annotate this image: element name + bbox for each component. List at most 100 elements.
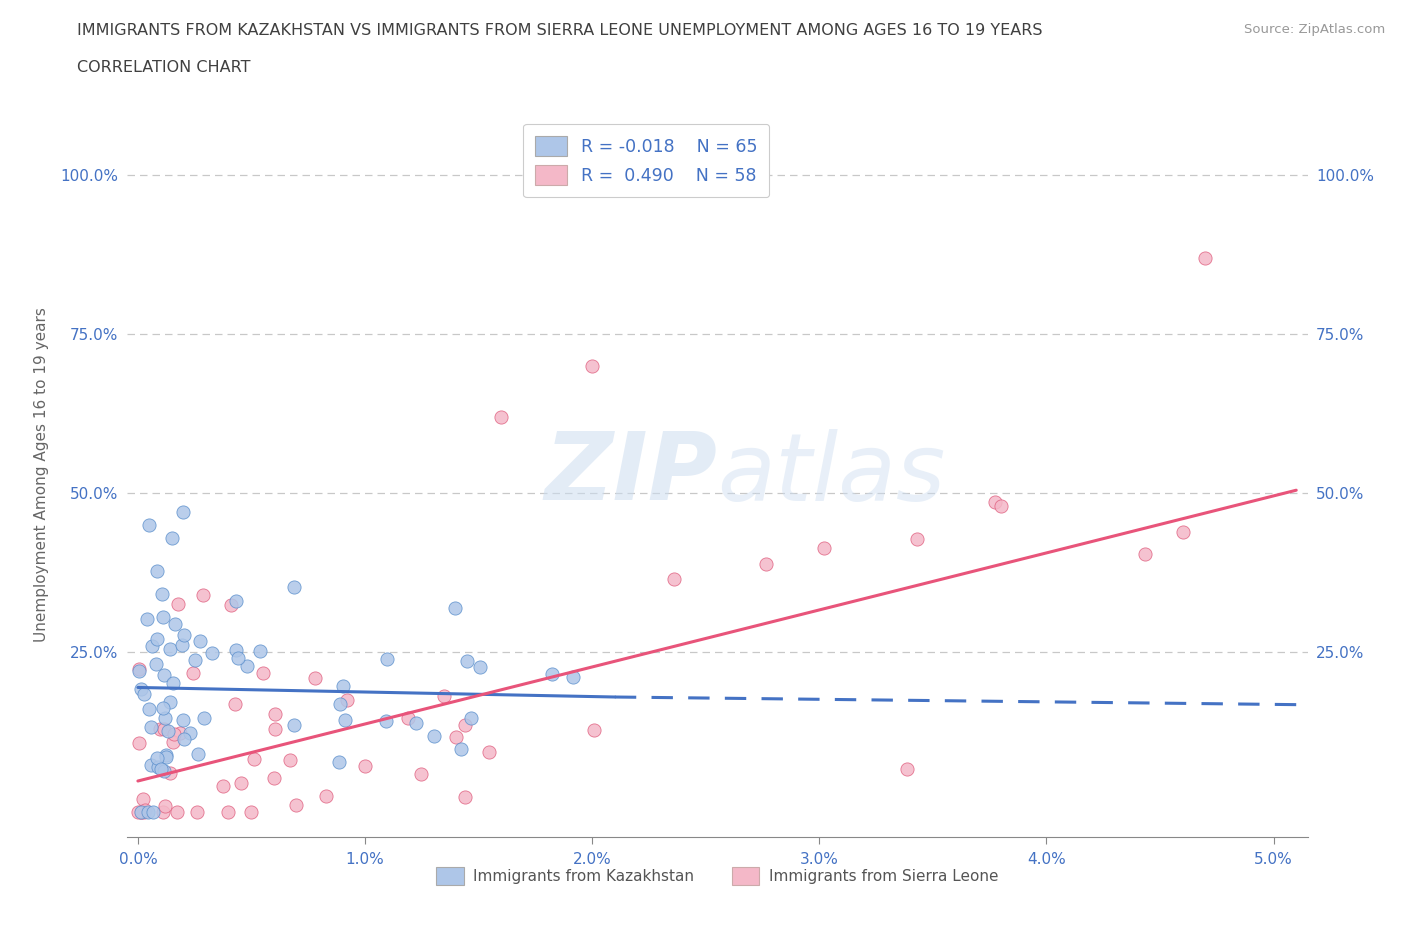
Point [186, 804, 208, 819]
Point [460, 711, 482, 725]
Point [132, 791, 155, 806]
Point [141, 638, 163, 653]
Point [153, 764, 176, 778]
Point [165, 617, 187, 631]
Point [190, 634, 212, 649]
Point [159, 765, 181, 780]
Point [152, 587, 174, 602]
Point [183, 652, 205, 667]
Y-axis label: Unemployment Among Ages 16 to 19 years: Unemployment Among Ages 16 to 19 years [34, 307, 49, 642]
Point [138, 702, 160, 717]
Point [181, 666, 204, 681]
Point [581, 359, 603, 374]
Point [354, 759, 377, 774]
Point [145, 631, 167, 646]
Point [145, 657, 167, 671]
Point [201, 645, 224, 660]
Point [146, 759, 169, 774]
Point [433, 688, 456, 703]
Point [252, 666, 274, 681]
Point [478, 745, 501, 760]
Text: IMMIGRANTS FROM KAZAKHSTAN VS IMMIGRANTS FROM SIERRA LEONE UNEMPLOYMENT AMONG AG: IMMIGRANTS FROM KAZAKHSTAN VS IMMIGRANTS… [77, 23, 1043, 38]
Point [128, 664, 150, 679]
Point [187, 747, 209, 762]
Text: atlas: atlas [717, 429, 945, 520]
Point [283, 718, 305, 733]
Point [454, 718, 477, 733]
Point [132, 804, 155, 819]
Point [169, 725, 191, 740]
Point [173, 731, 195, 746]
Point [179, 725, 201, 740]
Point [170, 637, 193, 652]
Point [896, 762, 918, 777]
Point [278, 752, 301, 767]
Point [162, 675, 184, 690]
Point [450, 741, 472, 756]
Point [139, 720, 162, 735]
Point [155, 711, 177, 725]
Point [263, 707, 285, 722]
Point [329, 697, 352, 711]
Point [231, 775, 253, 790]
Point [139, 758, 162, 773]
Point [284, 797, 307, 812]
Point [755, 556, 778, 571]
Point [149, 722, 172, 737]
Point [136, 612, 159, 627]
Point [134, 803, 156, 817]
Point [167, 597, 190, 612]
Point [336, 692, 359, 707]
Point [142, 804, 165, 819]
Text: CORRELATION CHART: CORRELATION CHART [77, 60, 250, 75]
Point [561, 670, 583, 684]
Point [225, 593, 247, 608]
Point [152, 667, 174, 682]
Point [456, 653, 478, 668]
Point [159, 642, 181, 657]
Point [1194, 250, 1216, 265]
Point [990, 498, 1012, 513]
Point [423, 729, 446, 744]
Point [150, 762, 173, 777]
Point [396, 711, 419, 725]
Point [405, 716, 427, 731]
Point [160, 530, 183, 545]
Point [152, 609, 174, 624]
Point [444, 729, 467, 744]
Point [146, 564, 169, 578]
Point [127, 804, 149, 819]
Point [155, 750, 177, 764]
Point [905, 532, 928, 547]
Text: ZIP: ZIP [544, 429, 717, 520]
Point [129, 804, 152, 819]
Point [152, 804, 174, 819]
Point [128, 736, 150, 751]
Point [332, 679, 354, 694]
Point [228, 651, 250, 666]
Point [166, 804, 188, 819]
Point [813, 541, 835, 556]
Point [136, 804, 159, 819]
Point [129, 682, 152, 697]
Point [249, 644, 271, 658]
Point [128, 661, 150, 676]
Point [984, 495, 1007, 510]
Point [146, 751, 169, 765]
Point [453, 790, 475, 804]
Point [219, 597, 242, 612]
Point [333, 712, 356, 727]
Point [283, 579, 305, 594]
Point [582, 723, 605, 737]
Point [152, 722, 174, 737]
Point [129, 804, 152, 819]
Point [540, 666, 562, 681]
Point [162, 726, 184, 741]
Point [664, 572, 686, 587]
Point [444, 600, 467, 615]
Point [159, 695, 181, 710]
Point [132, 686, 155, 701]
Point [129, 804, 152, 819]
Point [264, 722, 287, 737]
Point [153, 799, 176, 814]
